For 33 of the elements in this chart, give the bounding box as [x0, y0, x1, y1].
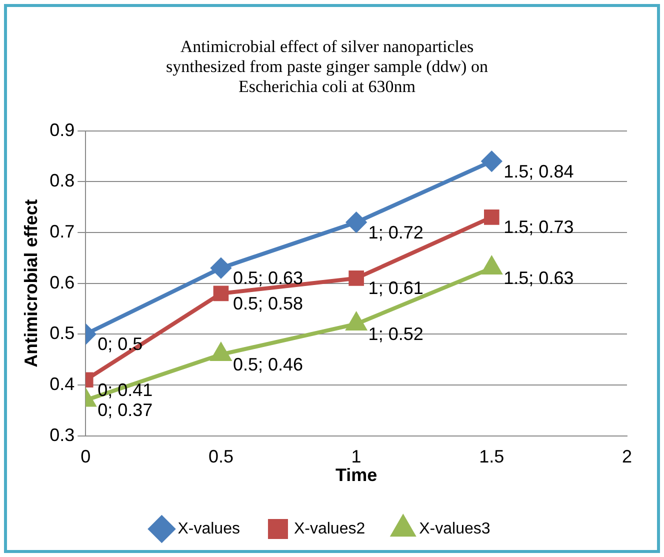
data-label: 1.5; 0.73 [504, 217, 574, 238]
x-tick-label: 2 [622, 446, 632, 467]
x-axis-title: Time [335, 465, 378, 486]
y-tick-label: 0.5 [50, 323, 75, 344]
data-label: 1.5; 0.84 [504, 161, 574, 182]
data-label: 1.5; 0.63 [504, 268, 574, 288]
chart-title: Antimicrobial effect of silver nanoparticles synthesized from paste ginger sample (ddw) on Escherichia coli at 630nm [165, 37, 489, 97]
y-tick-label: 0.8 [50, 170, 75, 191]
x-tick-label: 1.5 [479, 446, 504, 467]
x-tick-label: 0 [80, 446, 91, 467]
legend-label: X-values2 [294, 520, 366, 538]
legend-label: X-values3 [419, 520, 490, 538]
y-tick-label: 0.6 [50, 272, 75, 292]
point [346, 212, 366, 232]
data-label: 1; 0.72 [368, 222, 424, 242]
data-label: 0; 0.37 [98, 400, 153, 420]
point [348, 270, 364, 286]
y-tick-label: 0.3 [50, 424, 75, 445]
y-axis-title: Antimicrobial effect [20, 199, 41, 368]
point [484, 210, 500, 225]
y-tick-label: 0.7 [50, 221, 75, 242]
data-label: 0; 0.5 [98, 334, 143, 354]
data-label: 0.5; 0.58 [232, 293, 304, 314]
legend-label: X-values [178, 520, 240, 538]
data-label: 1; 0.61 [368, 278, 424, 298]
data-label: 1; 0.52 [368, 324, 424, 344]
y-tick-label: 0.4 [50, 374, 75, 394]
x-tick-label: 1 [351, 446, 362, 467]
y-tick-label: 0.9 [50, 120, 75, 140]
point [482, 151, 502, 172]
data-label: 0.5; 0.46 [232, 354, 304, 374]
data-label: 0.5; 0.63 [232, 268, 304, 288]
x-tick-label: 0.5 [208, 446, 234, 467]
